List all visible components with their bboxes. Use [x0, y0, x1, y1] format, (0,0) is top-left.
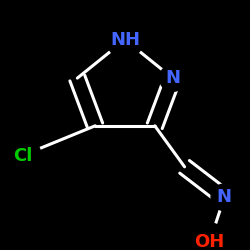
Circle shape: [4, 137, 41, 174]
Circle shape: [191, 223, 228, 250]
Circle shape: [211, 184, 238, 210]
Text: NH: NH: [110, 31, 140, 49]
Circle shape: [106, 21, 144, 58]
Text: OH: OH: [194, 233, 225, 250]
Text: Cl: Cl: [13, 146, 32, 164]
Text: N: N: [165, 69, 180, 87]
Text: N: N: [217, 188, 232, 206]
Circle shape: [160, 65, 186, 91]
